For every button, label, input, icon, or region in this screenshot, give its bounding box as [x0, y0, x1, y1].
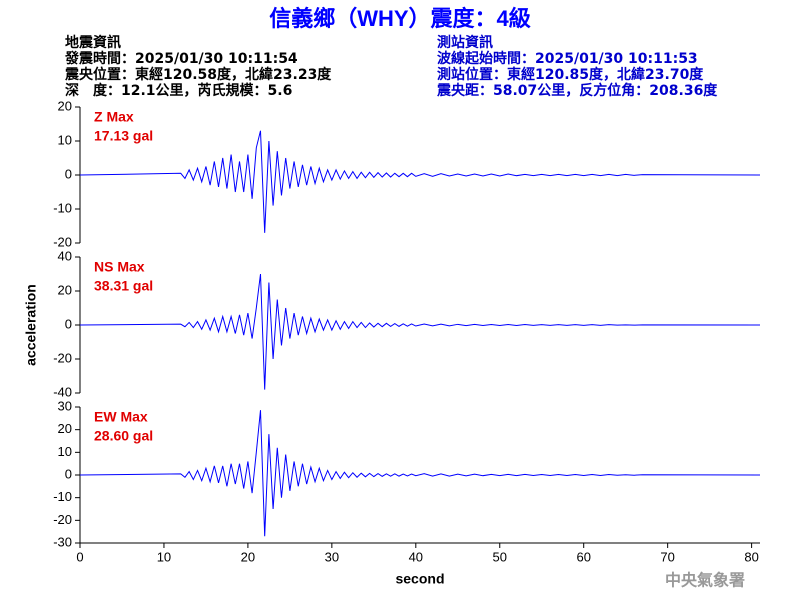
- info-line: 發震時間：2025/01/30 10:11:54: [64, 50, 298, 67]
- max-label: Z Max: [94, 109, 134, 125]
- info-line: 測站資訊: [437, 34, 493, 51]
- waveform: [79, 130, 761, 233]
- x-tick-label: 60: [576, 549, 590, 564]
- info-line: 測站位置：東經120.85度，北緯23.70度: [437, 66, 704, 83]
- y-tick-label: -20: [53, 234, 72, 249]
- y-tick-label: 20: [58, 98, 72, 113]
- max-label: EW Max: [94, 409, 148, 425]
- y-tick-label: 10: [58, 132, 72, 147]
- x-tick-label: 40: [409, 549, 423, 564]
- info-line: 深 度：12.1公里，芮氏規模：5.6: [65, 82, 292, 99]
- y-tick-label: -10: [53, 489, 72, 504]
- y-tick-label: 0: [65, 316, 72, 331]
- y-tick-label: 20: [58, 421, 72, 436]
- title: 信義鄉（WHY）震度：4級: [269, 6, 531, 31]
- max-value: 17.13 gal: [94, 128, 153, 144]
- y-tick-label: 40: [58, 248, 72, 263]
- y-tick-label: -40: [53, 384, 72, 399]
- y-tick-label: 20: [58, 282, 72, 297]
- max-label: NS Max: [94, 259, 145, 275]
- waveform: [79, 273, 761, 390]
- info-line: 震央距：58.07公里，反方位角：208.36度: [436, 82, 718, 99]
- info-line: 波線起始時間：2025/01/30 10:11:53: [437, 50, 698, 67]
- y-tick-label: 0: [65, 166, 72, 181]
- footer: 中央氣象署: [665, 571, 745, 590]
- y-tick-label: -10: [53, 200, 72, 215]
- x-axis-label: second: [395, 571, 444, 587]
- x-tick-label: 70: [660, 549, 674, 564]
- y-tick-label: 0: [65, 466, 72, 481]
- x-tick-label: 20: [241, 549, 255, 564]
- max-value: 28.60 gal: [94, 428, 153, 444]
- x-tick-label: 10: [157, 549, 171, 564]
- waveform: [79, 410, 761, 537]
- info-line: 地震資訊: [65, 34, 121, 51]
- y-tick-label: 30: [58, 398, 72, 413]
- x-tick-label: 30: [325, 549, 339, 564]
- x-tick-label: 80: [744, 549, 758, 564]
- info-line: 震央位置：東經120.58度，北緯23.23度: [64, 66, 332, 83]
- x-tick-label: 50: [493, 549, 507, 564]
- y-tick-label: -30: [53, 534, 72, 549]
- y-tick-label: 10: [58, 444, 72, 459]
- x-tick-label: 0: [76, 549, 83, 564]
- y-tick-label: -20: [53, 512, 72, 527]
- y-axis-label: acceleration: [23, 284, 39, 366]
- max-value: 38.31 gal: [94, 278, 153, 294]
- y-tick-label: -20: [53, 350, 72, 365]
